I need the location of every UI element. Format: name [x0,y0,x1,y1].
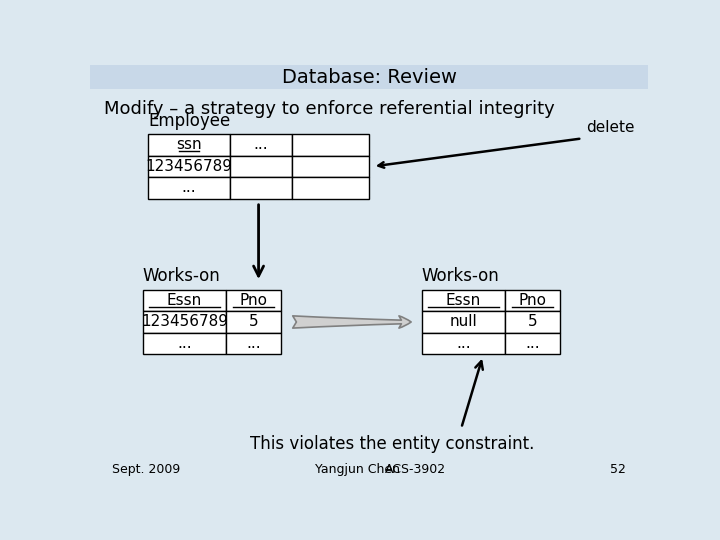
Bar [505,333,559,354]
Text: delete: delete [586,120,634,136]
Text: Sept. 2009: Sept. 2009 [112,463,180,476]
Text: Essn: Essn [446,293,481,308]
Text: ...: ... [246,336,261,351]
Text: 5: 5 [528,314,537,329]
Bar [143,333,226,354]
Bar [422,289,505,311]
Text: ...: ... [253,137,268,152]
Text: null: null [450,314,477,329]
Bar [505,289,559,311]
Text: ACS-3902: ACS-3902 [384,463,446,476]
Bar [226,289,281,311]
Text: Works-on: Works-on [143,267,220,285]
Text: Database: Review: Database: Review [282,68,456,86]
Text: Employee: Employee [148,112,230,130]
Bar [422,333,505,354]
Text: ...: ... [177,336,192,351]
Bar [292,134,369,156]
Bar [422,311,505,333]
Bar [292,177,369,199]
Text: Works-on: Works-on [422,267,500,285]
Bar [143,311,226,333]
Text: ...: ... [456,336,471,351]
Text: 5: 5 [248,314,258,329]
Bar [148,177,230,199]
Text: Pno: Pno [240,293,268,308]
Text: 123456789: 123456789 [141,314,228,329]
Text: Essn: Essn [167,293,202,308]
Text: ...: ... [525,336,540,351]
Bar [90,65,648,90]
Bar [230,177,292,199]
Text: This violates the entity constraint.: This violates the entity constraint. [250,435,534,453]
Bar [226,333,281,354]
Text: Modify – a strategy to enforce referential integrity: Modify – a strategy to enforce referenti… [104,100,554,118]
Text: 52: 52 [611,463,626,476]
Text: Yangjun Chen: Yangjun Chen [315,463,400,476]
Bar [148,134,230,156]
Bar [292,156,369,177]
Bar [226,311,281,333]
Bar [230,134,292,156]
Bar [143,289,226,311]
Text: 123456789: 123456789 [145,159,233,174]
Bar [505,311,559,333]
Bar [148,156,230,177]
Text: ssn: ssn [176,137,202,152]
Text: Pno: Pno [518,293,546,308]
Bar [230,156,292,177]
Text: ...: ... [181,180,196,195]
